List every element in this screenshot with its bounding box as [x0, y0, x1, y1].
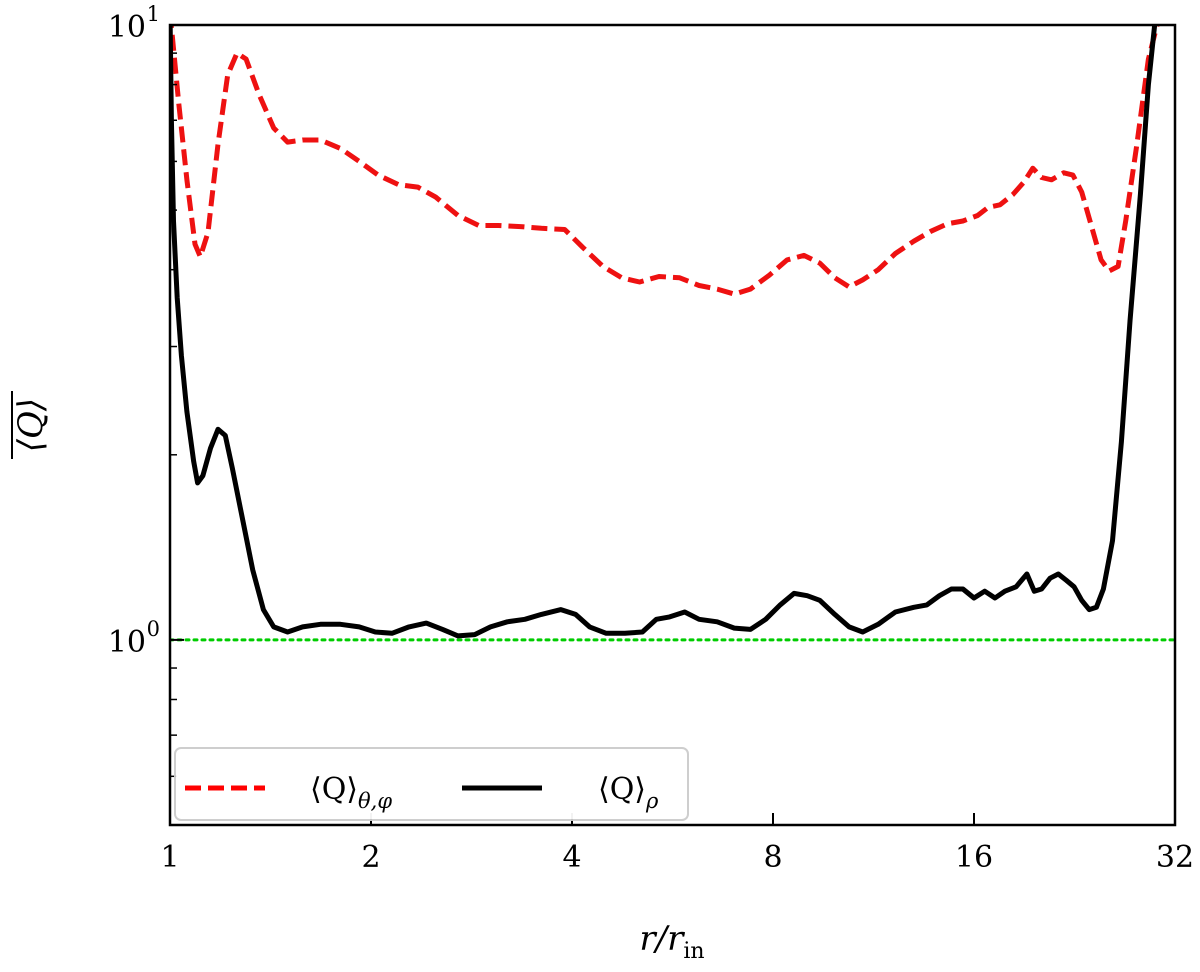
y-tick-label: 10 — [108, 10, 146, 45]
x-tick-label: 8 — [763, 840, 782, 875]
plot-frame — [168, 23, 1177, 827]
x-tick-label: 16 — [955, 840, 993, 875]
y-axis-label: ⟨Q⟩ — [11, 391, 51, 459]
y-tick-label-exponent: 0 — [147, 617, 160, 641]
series-line-0 — [170, 25, 1160, 297]
y-axis-label-text: ⟨Q⟩ — [11, 398, 51, 452]
series-line-1 — [170, 25, 1158, 639]
x-tick-label: 4 — [562, 840, 581, 875]
x-tick-label: 2 — [361, 840, 380, 875]
legend-label-1: ⟨Q⟩ρ — [598, 772, 659, 813]
legend-box — [174, 747, 689, 821]
x-tick-label: 1 — [160, 840, 179, 875]
legend-label-0: ⟨Q⟩θ,φ — [310, 772, 392, 813]
y-tick-label: 10 — [108, 625, 146, 660]
y-tick-label-exponent: 1 — [147, 2, 160, 26]
x-tick-label: 32 — [1156, 840, 1194, 875]
x-axis-label: r/rin — [639, 919, 704, 964]
